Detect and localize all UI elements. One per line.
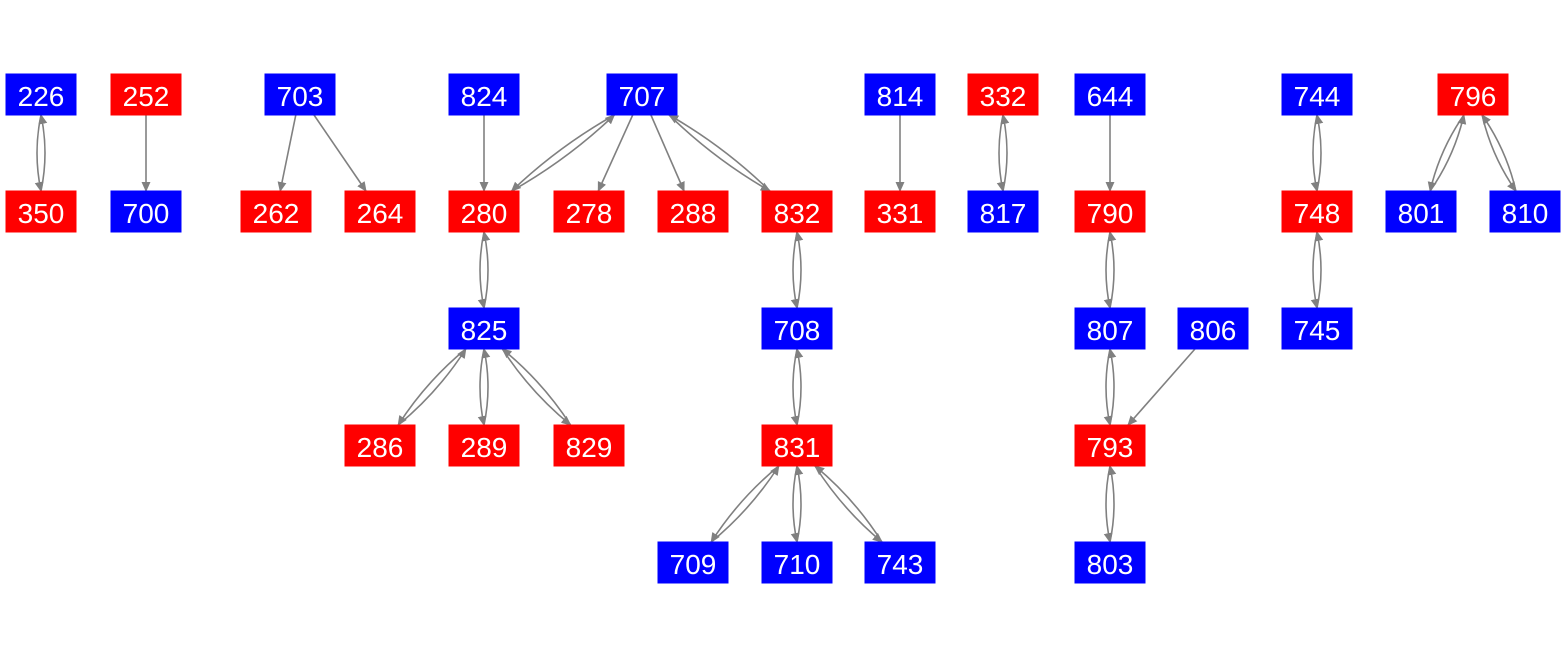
svg-text:745: 745 [1294, 315, 1341, 346]
svg-text:793: 793 [1087, 432, 1134, 463]
svg-text:350: 350 [18, 198, 65, 229]
svg-text:280: 280 [461, 198, 508, 229]
svg-text:226: 226 [18, 81, 65, 112]
svg-text:748: 748 [1294, 198, 1341, 229]
svg-text:332: 332 [980, 81, 1027, 112]
svg-text:810: 810 [1502, 198, 1549, 229]
svg-text:825: 825 [461, 315, 508, 346]
svg-text:796: 796 [1450, 81, 1497, 112]
svg-text:824: 824 [461, 81, 508, 112]
svg-text:262: 262 [253, 198, 300, 229]
svg-text:709: 709 [670, 549, 717, 580]
svg-text:644: 644 [1087, 81, 1134, 112]
svg-text:806: 806 [1190, 315, 1237, 346]
svg-text:286: 286 [357, 432, 404, 463]
svg-text:252: 252 [123, 81, 170, 112]
svg-text:331: 331 [877, 198, 924, 229]
svg-text:707: 707 [619, 81, 666, 112]
svg-text:829: 829 [566, 432, 613, 463]
svg-text:814: 814 [877, 81, 924, 112]
svg-text:817: 817 [980, 198, 1027, 229]
svg-text:831: 831 [774, 432, 821, 463]
svg-text:278: 278 [566, 198, 613, 229]
svg-text:803: 803 [1087, 549, 1134, 580]
svg-text:700: 700 [123, 198, 170, 229]
svg-text:744: 744 [1294, 81, 1341, 112]
svg-text:289: 289 [461, 432, 508, 463]
svg-text:264: 264 [357, 198, 404, 229]
svg-text:801: 801 [1398, 198, 1445, 229]
svg-text:807: 807 [1087, 315, 1134, 346]
svg-text:703: 703 [277, 81, 324, 112]
svg-text:288: 288 [670, 198, 717, 229]
svg-text:708: 708 [774, 315, 821, 346]
svg-text:832: 832 [774, 198, 821, 229]
svg-text:790: 790 [1087, 198, 1134, 229]
svg-text:710: 710 [774, 549, 821, 580]
svg-text:743: 743 [877, 549, 924, 580]
